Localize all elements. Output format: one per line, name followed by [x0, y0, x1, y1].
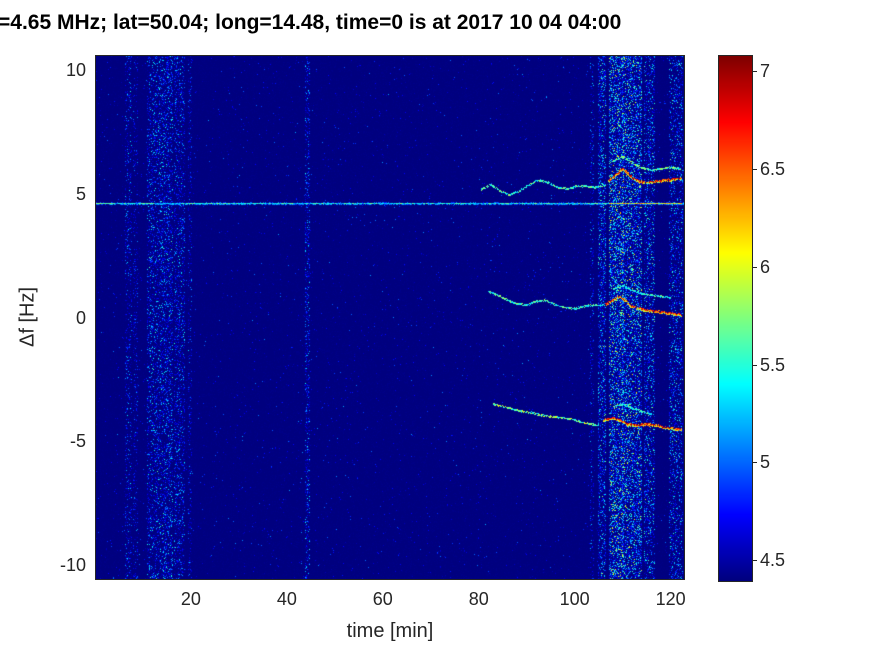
colorbar-tick-label: 7 — [760, 60, 770, 82]
colorbar-tick-mark — [752, 462, 757, 463]
x-tick-label: 40 — [277, 588, 297, 610]
y-tick-label: 0 — [0, 307, 86, 329]
x-tick-label: 80 — [469, 588, 489, 610]
x-tick-label: 120 — [656, 588, 686, 610]
colorbar-tick-mark — [752, 169, 757, 170]
heatmap-canvas — [95, 55, 685, 580]
y-tick-label: -5 — [0, 430, 86, 452]
colorbar-tick-label: 4.5 — [760, 549, 785, 571]
x-axis-label: time [min] — [347, 620, 434, 643]
plot-area — [95, 55, 685, 580]
colorbar-tick-label: 5 — [760, 451, 770, 473]
matlab-figure: =4.65 MHz; lat=50.04; long=14.48, time=0… — [0, 0, 875, 656]
colorbar-tick-mark — [752, 560, 757, 561]
x-tick-label: 20 — [181, 588, 201, 610]
colorbar-tick-label: 6.5 — [760, 158, 785, 180]
chart-title: =4.65 MHz; lat=50.04; long=14.48, time=0… — [0, 11, 621, 35]
y-tick-label: 5 — [0, 183, 86, 205]
y-tick-label: 10 — [0, 59, 86, 81]
colorbar-tick-mark — [752, 365, 757, 366]
colorbar-tick-mark — [752, 71, 757, 72]
colorbar-tick-mark — [752, 267, 757, 268]
colorbar-canvas — [719, 56, 752, 581]
colorbar — [718, 55, 753, 582]
colorbar-tick-label: 5.5 — [760, 354, 785, 376]
y-tick-label: -10 — [0, 554, 86, 576]
x-tick-label: 60 — [373, 588, 393, 610]
x-tick-label: 100 — [560, 588, 590, 610]
colorbar-tick-label: 6 — [760, 256, 770, 278]
